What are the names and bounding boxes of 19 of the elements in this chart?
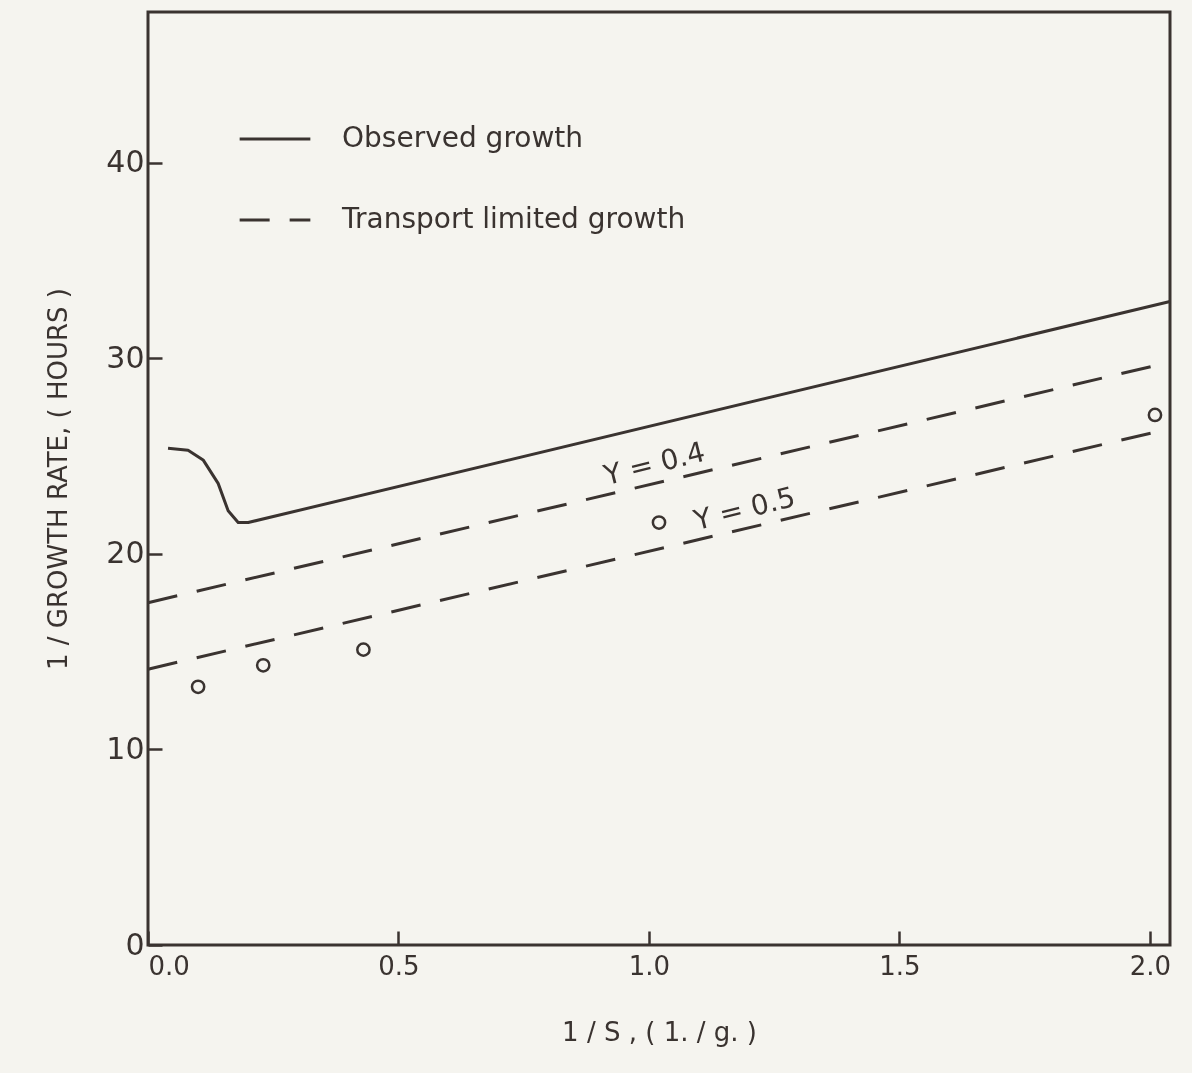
point [356,642,371,658]
y-tick-label: 40 [106,144,145,180]
point [190,679,206,695]
point [651,515,667,530]
y-tick-label: 30 [106,339,145,375]
x-tick-label: 2.0 [1129,950,1172,981]
y-tick-label: 10 [106,730,145,766]
y-tick-label: 20 [106,535,145,571]
x-tick-label: 0.0 [148,950,190,981]
x-axis-title: 1 / S , ( 1. / g. ) [562,1016,757,1047]
point [255,657,271,673]
legend-label: Transport limited growth [341,202,686,235]
x-tick-label: 0.5 [378,950,420,981]
point [1147,407,1163,423]
x-tick-label: 1.0 [628,950,671,981]
x-tick-label: 1.5 [879,950,921,981]
legend-label: Observed growth [342,121,584,154]
y-tick-label: 0 [125,926,145,962]
y-axis-title: 1 / GROWTH RATE, ( HOURS ) [43,288,74,670]
